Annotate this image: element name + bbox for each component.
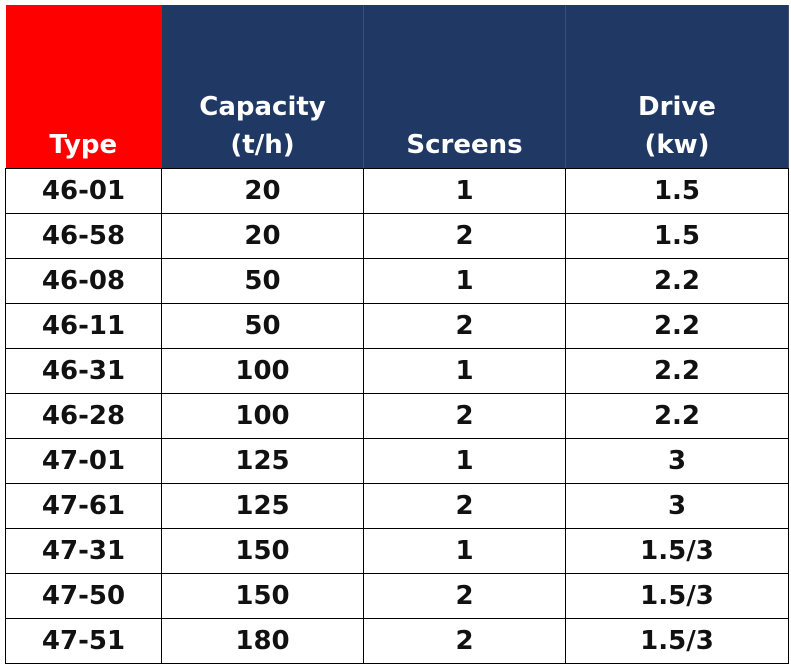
cell-type: 46-58: [5, 212, 162, 259]
table-row: 46-08 50 1 2.2: [5, 257, 789, 304]
table-header: Type Capacity (t/h) Screens Drive (kw): [5, 5, 789, 169]
cell-screens: 1: [363, 347, 566, 394]
cell-drive: 1.5/3: [565, 572, 789, 619]
cell-drive: 1.5: [565, 212, 789, 259]
table-row: 47-51 180 2 1.5/3: [5, 617, 789, 664]
table-body: 46-01 20 1 1.5 46-58 20 2 1.5 46-08 50 1 2.2 46-11 50…: [5, 167, 789, 664]
spec-table: Type Capacity (t/h) Screens Drive (kw) 4…: [5, 5, 789, 664]
cell-capacity: 20: [161, 167, 364, 214]
cell-capacity: 150: [161, 527, 364, 574]
cell-type: 47-51: [5, 617, 162, 664]
cell-screens: 2: [363, 392, 566, 439]
table-row: 47-50 150 2 1.5/3: [5, 572, 789, 619]
cell-screens: 2: [363, 572, 566, 619]
header-drive-unit: (kw): [644, 129, 710, 160]
cell-capacity: 100: [161, 347, 364, 394]
cell-screens: 2: [363, 212, 566, 259]
cell-type: 46-01: [5, 167, 162, 214]
table-row: 47-01 125 1 3: [5, 437, 789, 484]
cell-drive: 1.5: [565, 167, 789, 214]
cell-screens: 2: [363, 302, 566, 349]
cell-capacity: 125: [161, 437, 364, 484]
cell-type: 47-50: [5, 572, 162, 619]
header-drive: Drive (kw): [565, 5, 789, 169]
cell-type: 46-08: [5, 257, 162, 304]
header-type-label: Type: [49, 129, 118, 160]
cell-drive: 1.5/3: [565, 527, 789, 574]
cell-capacity: 20: [161, 212, 364, 259]
cell-drive: 3: [565, 437, 789, 484]
cell-screens: 1: [363, 437, 566, 484]
table-row: 47-31 150 1 1.5/3: [5, 527, 789, 574]
header-capacity: Capacity (t/h): [161, 5, 364, 169]
table-row: 46-28 100 2 2.2: [5, 392, 789, 439]
cell-capacity: 50: [161, 302, 364, 349]
cell-capacity: 50: [161, 257, 364, 304]
cell-drive: 2.2: [565, 392, 789, 439]
table-row: 46-11 50 2 2.2: [5, 302, 789, 349]
cell-type: 47-31: [5, 527, 162, 574]
header-screens-label: Screens: [406, 129, 523, 160]
cell-type: 46-31: [5, 347, 162, 394]
table-row: 46-31 100 1 2.2: [5, 347, 789, 394]
header-drive-label: Drive: [638, 91, 716, 122]
cell-drive: 1.5/3: [565, 617, 789, 664]
cell-screens: 1: [363, 527, 566, 574]
header-capacity-label: Capacity: [199, 91, 326, 122]
cell-capacity: 100: [161, 392, 364, 439]
cell-drive: 2.2: [565, 302, 789, 349]
table-row: 46-01 20 1 1.5: [5, 167, 789, 214]
cell-capacity: 180: [161, 617, 364, 664]
cell-type: 47-61: [5, 482, 162, 529]
cell-screens: 2: [363, 482, 566, 529]
table-row: 46-58 20 2 1.5: [5, 212, 789, 259]
cell-capacity: 125: [161, 482, 364, 529]
cell-drive: 3: [565, 482, 789, 529]
cell-drive: 2.2: [565, 347, 789, 394]
header-type: Type: [5, 5, 162, 169]
header-capacity-unit: (t/h): [230, 129, 295, 160]
cell-screens: 1: [363, 167, 566, 214]
cell-capacity: 150: [161, 572, 364, 619]
table-row: 47-61 125 2 3: [5, 482, 789, 529]
cell-type: 46-28: [5, 392, 162, 439]
cell-screens: 2: [363, 617, 566, 664]
cell-type: 46-11: [5, 302, 162, 349]
cell-type: 47-01: [5, 437, 162, 484]
header-row: Type Capacity (t/h) Screens Drive (kw): [5, 5, 789, 169]
header-screens: Screens: [363, 5, 566, 169]
cell-drive: 2.2: [565, 257, 789, 304]
cell-screens: 1: [363, 257, 566, 304]
